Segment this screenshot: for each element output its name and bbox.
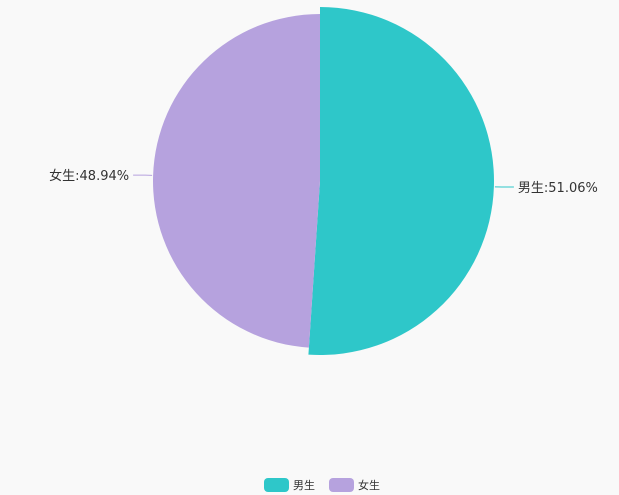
slice-label: 男生:51.06% — [518, 181, 598, 196]
pie-slice-male[interactable] — [308, 7, 495, 355]
slice-label: 女生:48.94% — [49, 168, 129, 184]
legend-item-label[interactable]: 女生 — [358, 478, 380, 492]
legend-item-label[interactable]: 男生 — [293, 478, 315, 492]
pie-slice-female[interactable] — [152, 14, 320, 348]
legend-swatch[interactable] — [329, 478, 354, 492]
legend-swatch[interactable] — [264, 478, 289, 492]
